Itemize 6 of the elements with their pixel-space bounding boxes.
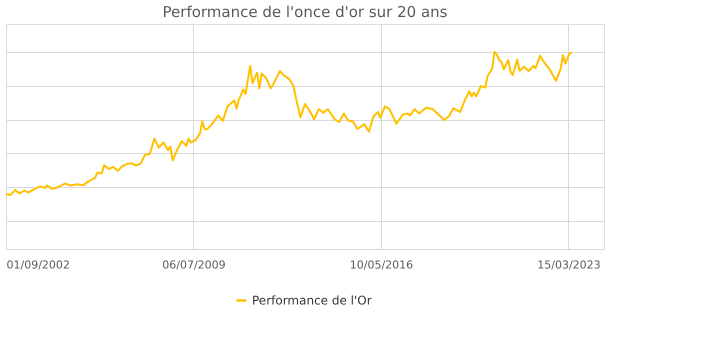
legend-label: Performance de l'Or xyxy=(252,294,372,308)
x-tick-label: 10/05/2016 xyxy=(350,258,414,272)
x-tick-label: 15/03/2023 xyxy=(537,258,601,272)
x-tick-label: 06/07/2009 xyxy=(162,258,226,272)
chart-title: Performance de l'once d'or sur 20 ans xyxy=(162,3,448,21)
x-tick-label: 01/09/2002 xyxy=(6,258,70,272)
